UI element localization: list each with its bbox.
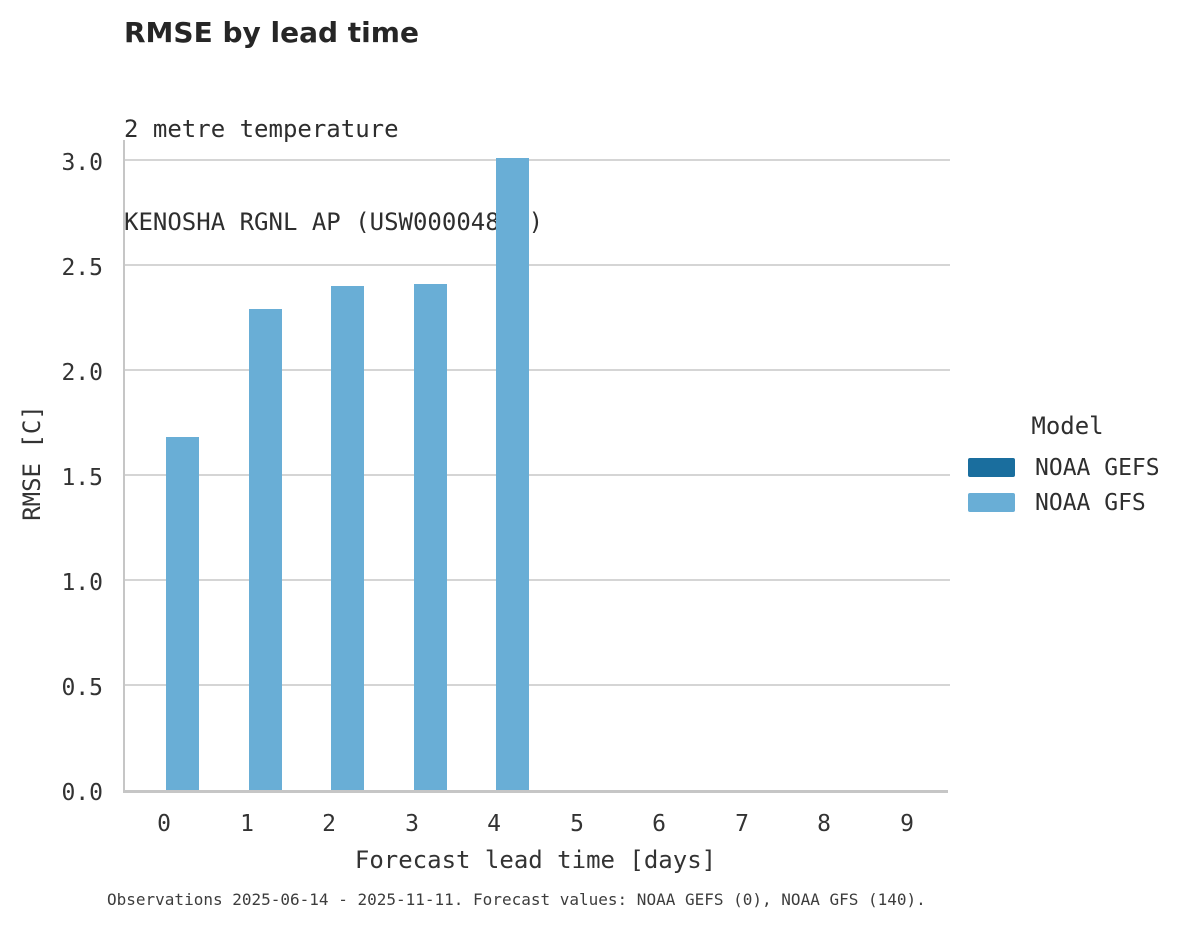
bar-noaa-gfs-lead4 (496, 158, 530, 790)
x-tick-label: 3 (405, 811, 419, 837)
y-tick-label: 3.0 (61, 150, 103, 176)
x-axis-label: Forecast lead time [days] (354, 846, 717, 874)
legend: Model NOAA GEFS NOAA GFS (968, 412, 1178, 520)
legend-swatch-noaa-gfs (968, 493, 1015, 512)
x-tick-label: 0 (157, 811, 171, 837)
chart-title: RMSE by lead time (124, 16, 419, 49)
caption: Observations 2025-06-14 - 2025-11-11. Fo… (107, 890, 926, 909)
chart-subtitle-variable: 2 metre temperature (124, 115, 399, 143)
gridline (125, 264, 950, 267)
plot-area (123, 140, 950, 793)
x-tick-label: 9 (900, 811, 914, 837)
gridline (125, 684, 950, 687)
legend-entry-noaa-gefs: NOAA GEFS (968, 450, 1178, 485)
y-tick-label: 1.5 (61, 465, 103, 491)
bar-noaa-gfs-lead2 (331, 286, 365, 790)
x-tick-label: 6 (652, 811, 666, 837)
x-tick-label: 1 (240, 811, 254, 837)
gridline (125, 474, 950, 477)
y-tick-label: 2.5 (61, 255, 103, 281)
gridline (125, 159, 950, 162)
gridline (125, 579, 950, 582)
chart-subtitle: 2 metre temperature KENOSHA RGNL AP (USW… (124, 52, 543, 300)
bar-noaa-gfs-lead3 (413, 284, 447, 790)
gridline (125, 369, 950, 372)
chart-subtitle-station: KENOSHA RGNL AP (USW00004845) (124, 208, 544, 236)
y-axis-label: RMSE [C] (18, 405, 46, 521)
legend-title: Model (1031, 412, 1104, 440)
x-tick-label: 8 (817, 811, 831, 837)
legend-entry-noaa-gfs: NOAA GFS (968, 485, 1178, 520)
y-tick-label: 0.5 (61, 675, 103, 701)
x-tick-label: 7 (735, 811, 749, 837)
bar-noaa-gfs-lead0 (166, 437, 200, 790)
y-tick-label: 1.0 (61, 570, 103, 596)
legend-label-noaa-gfs: NOAA GFS (1035, 489, 1146, 516)
legend-label-noaa-gefs: NOAA GEFS (1035, 454, 1160, 481)
legend-swatch-noaa-gefs (968, 458, 1015, 477)
x-tick-label: 2 (322, 811, 336, 837)
legend-entries: NOAA GEFS NOAA GFS (968, 450, 1178, 520)
y-tick-label: 2.0 (61, 360, 103, 386)
x-tick-label: 4 (487, 811, 501, 837)
y-tick-label: 0.0 (61, 780, 103, 806)
x-tick-label: 5 (570, 811, 584, 837)
bar-noaa-gfs-lead1 (248, 309, 282, 790)
